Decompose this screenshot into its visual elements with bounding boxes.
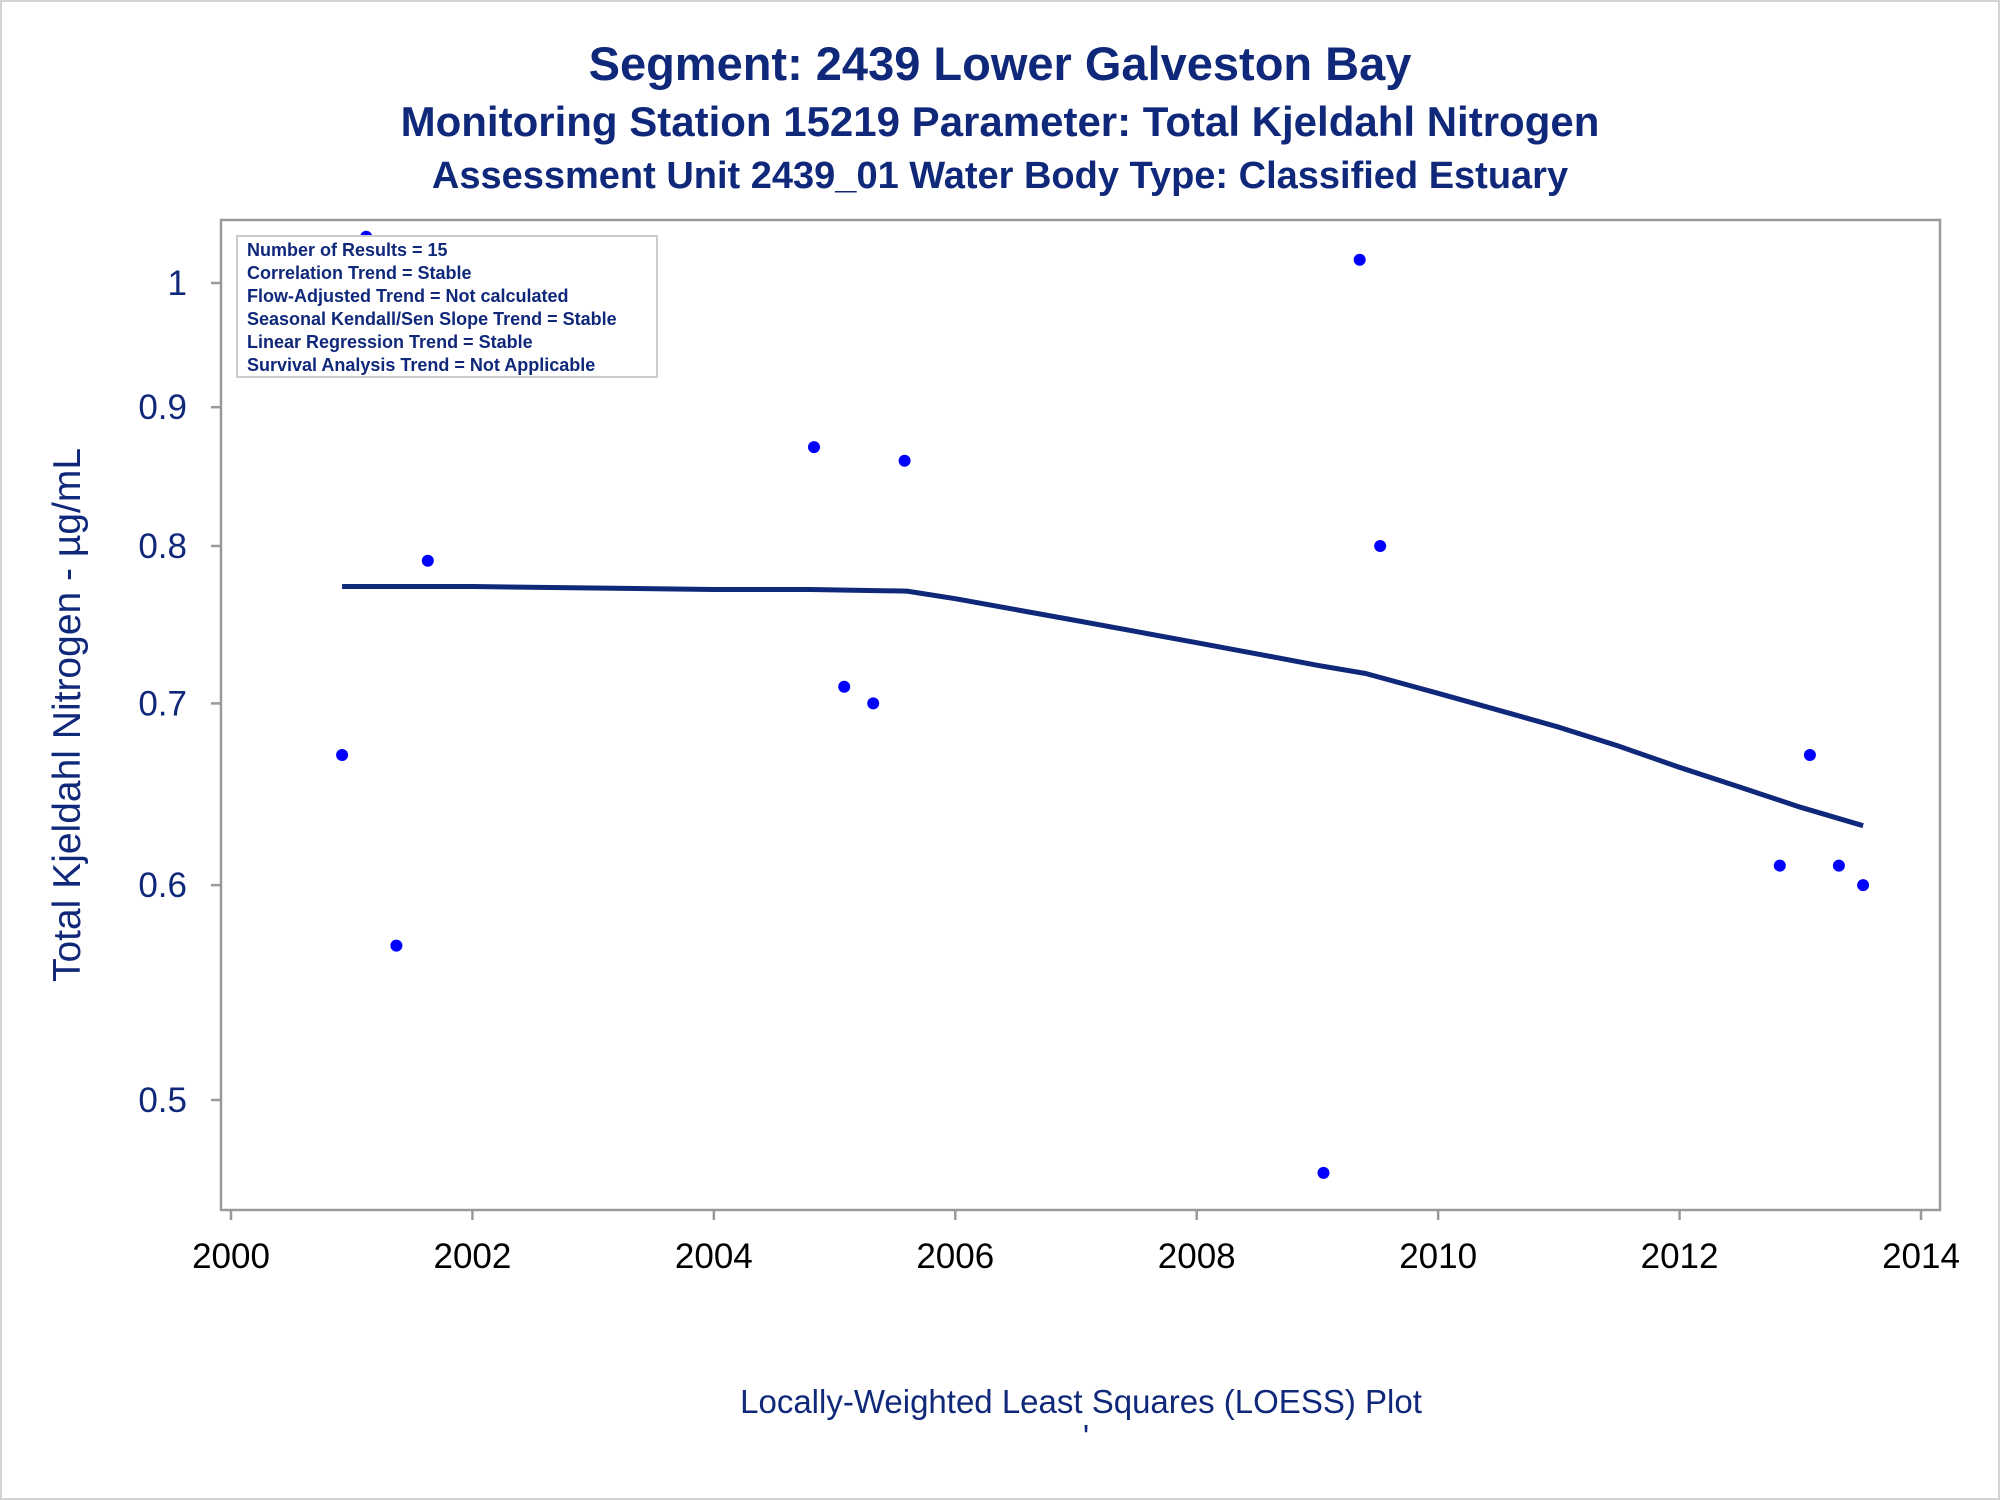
data-point <box>1832 859 1845 872</box>
x-tick-label: 2004 <box>675 1237 753 1276</box>
y-tick-label: 0.7 <box>138 684 187 723</box>
data-point <box>1374 540 1387 552</box>
x-tick-label: 2014 <box>1882 1237 1960 1276</box>
footnote-mark: ' <box>1083 1418 1089 1455</box>
loess-series <box>342 584 1864 829</box>
data-point <box>1773 859 1786 872</box>
chart-title: Segment: 2439 Lower Galveston Bay <box>588 37 1412 90</box>
y-tick-label: 0.9 <box>138 388 187 427</box>
data-point <box>808 441 820 454</box>
y-axis-title: Total Kjeldahl Nitrogen - µg/mL <box>46 448 89 982</box>
loess-line <box>342 584 1864 829</box>
inset-line-survival-analysis: Survival Analysis Trend = Not Applicable <box>247 355 595 375</box>
data-point <box>421 554 434 567</box>
inset-line-seasonal-kendall: Seasonal Kendall/Sen Slope Trend = Stabl… <box>247 309 617 329</box>
data-point <box>898 454 911 467</box>
inset-line-flow-adjusted: Flow-Adjusted Trend = Not calculated <box>247 286 569 306</box>
x-tick-label: 2010 <box>1399 1237 1477 1276</box>
data-point <box>1803 749 1816 761</box>
trend-summary-box: Number of Results = 15 Correlation Trend… <box>236 235 658 378</box>
data-point <box>1353 253 1366 266</box>
chart-subtitle-station: Monitoring Station 15219 Parameter: Tota… <box>400 98 1600 145</box>
data-point <box>1857 879 1870 892</box>
x-axis: 2000 2002 2004 2006 2008 2010 2012 2014 <box>192 1210 1960 1276</box>
x-tick-label: 2012 <box>1641 1237 1719 1276</box>
plot-area <box>219 218 1942 1212</box>
chart-subtitle-assessment: Assessment Unit 2439_01 Water Body Type:… <box>431 155 1569 197</box>
data-point <box>1317 1166 1330 1179</box>
inset-line-results: Number of Results = 15 <box>247 240 448 260</box>
footnote-text: Locally-Weighted Least Squares (LOESS) P… <box>740 1383 1422 1420</box>
scatter-series <box>336 230 1870 1179</box>
y-axis: 0.5 0.6 0.7 0.8 0.9 1 <box>138 264 221 1120</box>
x-tick-label: 2008 <box>1158 1237 1236 1276</box>
y-tick-label: 0.5 <box>138 1081 187 1120</box>
data-point <box>867 697 880 710</box>
x-tick-label: 2006 <box>916 1237 994 1276</box>
trend-summary-frame <box>236 235 658 378</box>
data-point <box>838 680 851 693</box>
x-tick-label: 2000 <box>192 1237 270 1276</box>
y-tick-label: 0.8 <box>138 527 187 566</box>
plot-frame <box>219 218 1942 1212</box>
y-tick-label: 1 <box>168 264 187 303</box>
inset-line-correlation: Correlation Trend = Stable <box>247 263 472 283</box>
inset-line-linear-regression: Linear Regression Trend = Stable <box>247 332 533 352</box>
data-point <box>336 749 349 761</box>
x-tick-label: 2002 <box>433 1237 511 1276</box>
y-tick-label: 0.6 <box>138 866 187 905</box>
data-point <box>390 939 403 952</box>
